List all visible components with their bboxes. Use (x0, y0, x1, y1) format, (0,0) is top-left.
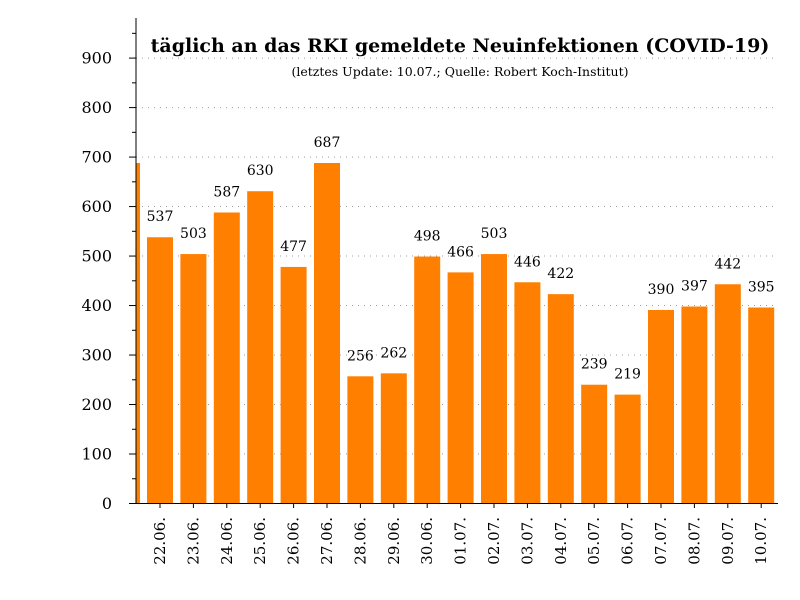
x-tick-label: 05.07. (585, 517, 603, 565)
y-tick-label: 0 (102, 494, 112, 513)
x-tick-label: 25.06. (251, 517, 269, 565)
bar (213, 212, 240, 503)
x-tick-label: 22.06. (151, 517, 169, 565)
data-label: 537 (147, 209, 174, 225)
x-tick-label: 04.07. (552, 517, 570, 565)
bar (147, 237, 173, 503)
y-tick-label: 700 (81, 148, 112, 167)
bar (748, 307, 775, 503)
bar (414, 256, 441, 503)
x-tick-label: 30.06. (418, 517, 436, 565)
data-label: 503 (481, 226, 508, 242)
data-label: 503 (180, 226, 207, 242)
data-label: 466 (447, 244, 474, 260)
x-tick-label: 27.06. (318, 517, 336, 565)
x-tick-label: 07.07. (652, 517, 670, 565)
bar (280, 266, 307, 503)
data-label: 262 (380, 345, 407, 361)
data-label: 587 (213, 184, 240, 200)
data-label: 630 (247, 163, 274, 179)
bar (681, 306, 708, 503)
x-tick-label: 29.06. (385, 517, 403, 565)
x-tick-label: 28.06. (351, 517, 369, 565)
x-tick-label: 08.07. (685, 517, 703, 565)
bar (581, 384, 608, 503)
bar (247, 191, 274, 503)
bars (136, 163, 775, 503)
bar (547, 294, 574, 503)
x-tick-label: 03.07. (518, 517, 536, 565)
bar (180, 254, 207, 503)
data-label: 219 (614, 367, 641, 383)
y-tick-label: 900 (81, 49, 112, 68)
y-tick-label: 500 (81, 247, 112, 266)
data-label: 256 (347, 348, 374, 364)
x-tick-label: 24.06. (218, 517, 236, 565)
bar (380, 373, 407, 503)
bar-partial (136, 163, 140, 503)
y-tick-label: 100 (81, 445, 112, 464)
bar (648, 309, 674, 503)
x-tick-label: 09.07. (719, 517, 737, 565)
data-label: 442 (714, 256, 741, 272)
y-tick-label: 600 (81, 197, 112, 216)
bar (481, 254, 507, 503)
bar (447, 272, 474, 503)
data-label: 397 (681, 279, 708, 295)
data-label: 395 (748, 280, 775, 296)
data-label: 446 (514, 254, 541, 270)
bar (314, 163, 340, 503)
x-tick-label: 26.06. (285, 517, 303, 565)
x-tick-label: 01.07. (452, 517, 470, 565)
data-labels: 537 22.06. 503 23.06. 587 24.06. 630 25.06. 477 2… (147, 135, 775, 565)
bar (614, 394, 641, 503)
bar (347, 376, 374, 503)
chart-title: täglich an das RKI gemeldete Neuinfektio… (151, 35, 770, 57)
x-tick-label: 10.07. (752, 517, 770, 565)
y-tick-label: 800 (81, 98, 112, 117)
data-label: 390 (648, 282, 675, 298)
axes: 0 100 200 300 400 500 600 700 800 900 (81, 18, 778, 513)
x-tick-label: 06.07. (619, 517, 637, 565)
y-tick-label: 300 (81, 346, 112, 365)
chart-subtitle: (letztes Update: 10.07.; Quelle: Robert … (291, 64, 628, 79)
data-label: 239 (581, 357, 608, 373)
x-tick-label: 02.07. (485, 517, 503, 565)
data-label: 422 (547, 266, 574, 282)
data-label: 687 (314, 135, 341, 151)
y-tick-label: 400 (81, 296, 112, 315)
data-label: 498 (414, 229, 441, 245)
x-tick-label: 23.06. (184, 517, 202, 565)
bar (714, 284, 741, 503)
data-label: 477 (280, 239, 307, 255)
y-tick-label: 200 (81, 395, 112, 414)
bar (514, 282, 541, 503)
